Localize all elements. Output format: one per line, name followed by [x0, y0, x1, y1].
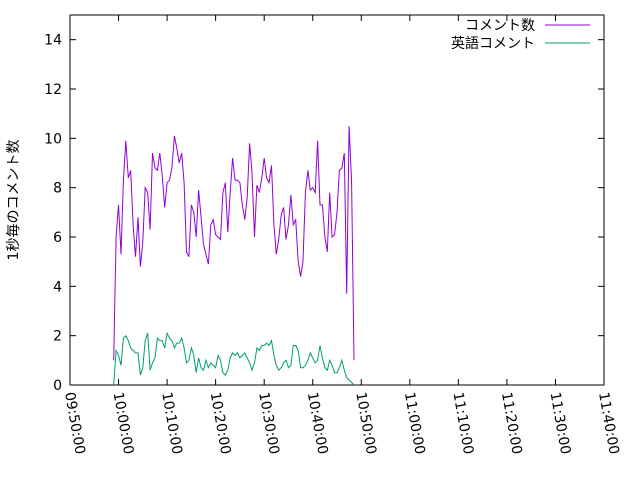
legend-label-0: コメント数 [465, 18, 535, 34]
x-tick-label: 10:30:00 [255, 391, 282, 456]
y-tick-label: 14 [44, 33, 62, 49]
series-line-1 [113, 331, 355, 386]
y-tick-label: 6 [53, 230, 62, 246]
y-tick-label: 2 [53, 329, 62, 345]
x-tick-label: 11:40:00 [595, 391, 622, 456]
x-tick-label: 11:30:00 [547, 391, 574, 456]
y-tick-label: 12 [44, 82, 62, 98]
x-tick-label: 11:00:00 [401, 391, 428, 456]
x-tick-label: 10:20:00 [207, 391, 234, 456]
y-tick-label: 10 [44, 131, 62, 147]
plot-frame-rect [69, 14, 605, 386]
series-layer [113, 125, 355, 386]
x-tick-label: 10:10:00 [158, 391, 185, 456]
x-tick-label: 11:10:00 [449, 391, 476, 456]
y-tick-label: 0 [53, 378, 62, 394]
y-tick-label: 8 [53, 181, 62, 197]
plot-frame [69, 14, 605, 386]
x-tick-label: 10:50:00 [352, 391, 379, 456]
y-tick-label: 4 [53, 279, 62, 295]
x-tick-label: 10:40:00 [304, 391, 331, 456]
x-axis: 09:50:00 10:00:00 10:10:00 10:20:00 10:30:00… [61, 15, 622, 456]
x-tick-label: 09:50:00 [61, 391, 88, 456]
legend-label-1: 英語コメント [451, 35, 535, 52]
x-tick-label: 10:00:00 [110, 391, 137, 456]
y-axis-label: 1秒毎のコメント数 [6, 140, 22, 261]
series-line-0 [113, 125, 355, 361]
x-tick-label: 11:20:00 [498, 391, 525, 456]
y-axis: 0 2 4 6 8 10 12 14 [44, 33, 604, 394]
